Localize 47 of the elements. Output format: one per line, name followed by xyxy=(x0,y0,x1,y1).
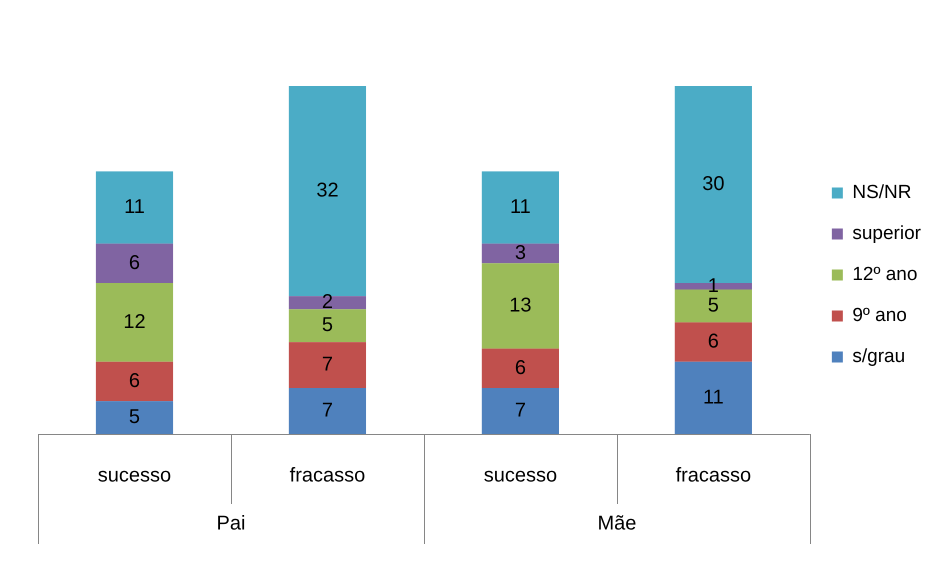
data-label: 1 xyxy=(708,274,719,297)
bar xyxy=(96,244,174,283)
legend-label: 12º ano xyxy=(852,264,918,286)
data-label: 5 xyxy=(322,314,334,336)
bar xyxy=(288,309,366,342)
data-label: 11 xyxy=(510,196,531,218)
data-label: 3 xyxy=(514,242,526,264)
data-label: 11 xyxy=(702,386,724,408)
bar xyxy=(482,388,560,434)
bar xyxy=(674,362,752,434)
legend-label: NS/NR xyxy=(852,182,912,204)
data-label: 11 xyxy=(124,196,145,218)
bar xyxy=(482,263,560,349)
data-label: 2 xyxy=(322,291,334,314)
bar xyxy=(674,322,752,362)
x-tick-label: sucesso xyxy=(98,464,172,487)
bar xyxy=(288,388,366,434)
legend-label: superior xyxy=(852,223,922,244)
data-label: 7 xyxy=(514,400,526,422)
data-label: 7 xyxy=(322,400,334,422)
bar xyxy=(482,348,560,388)
text: Pai xyxy=(216,512,246,535)
x-tick-label: fracasso xyxy=(290,464,366,487)
bar xyxy=(482,244,560,264)
data-label: 7 xyxy=(322,354,334,376)
data-label: 6 xyxy=(128,252,140,274)
bar xyxy=(288,296,366,310)
bar xyxy=(288,342,366,388)
x-tick-label: fracasso xyxy=(676,464,752,487)
data-label: 6 xyxy=(708,330,719,353)
data-label: 30 xyxy=(702,172,724,195)
bar xyxy=(482,171,560,244)
legend-label: s/grau xyxy=(852,346,906,368)
data-label: 13 xyxy=(509,294,532,316)
data-label: 5 xyxy=(128,406,140,428)
legend-label: 9º ano xyxy=(852,305,907,326)
bar xyxy=(96,401,174,434)
bar xyxy=(96,171,174,244)
data-label: 6 xyxy=(128,370,140,392)
x-tick-label: sucesso xyxy=(484,464,558,487)
text: Mãe xyxy=(597,512,636,535)
data-label: 5 xyxy=(708,294,719,316)
data-label: 12 xyxy=(123,310,146,333)
data-label: 6 xyxy=(514,356,526,379)
bar xyxy=(96,282,174,362)
data-label: 32 xyxy=(316,180,339,202)
bar xyxy=(96,362,174,402)
